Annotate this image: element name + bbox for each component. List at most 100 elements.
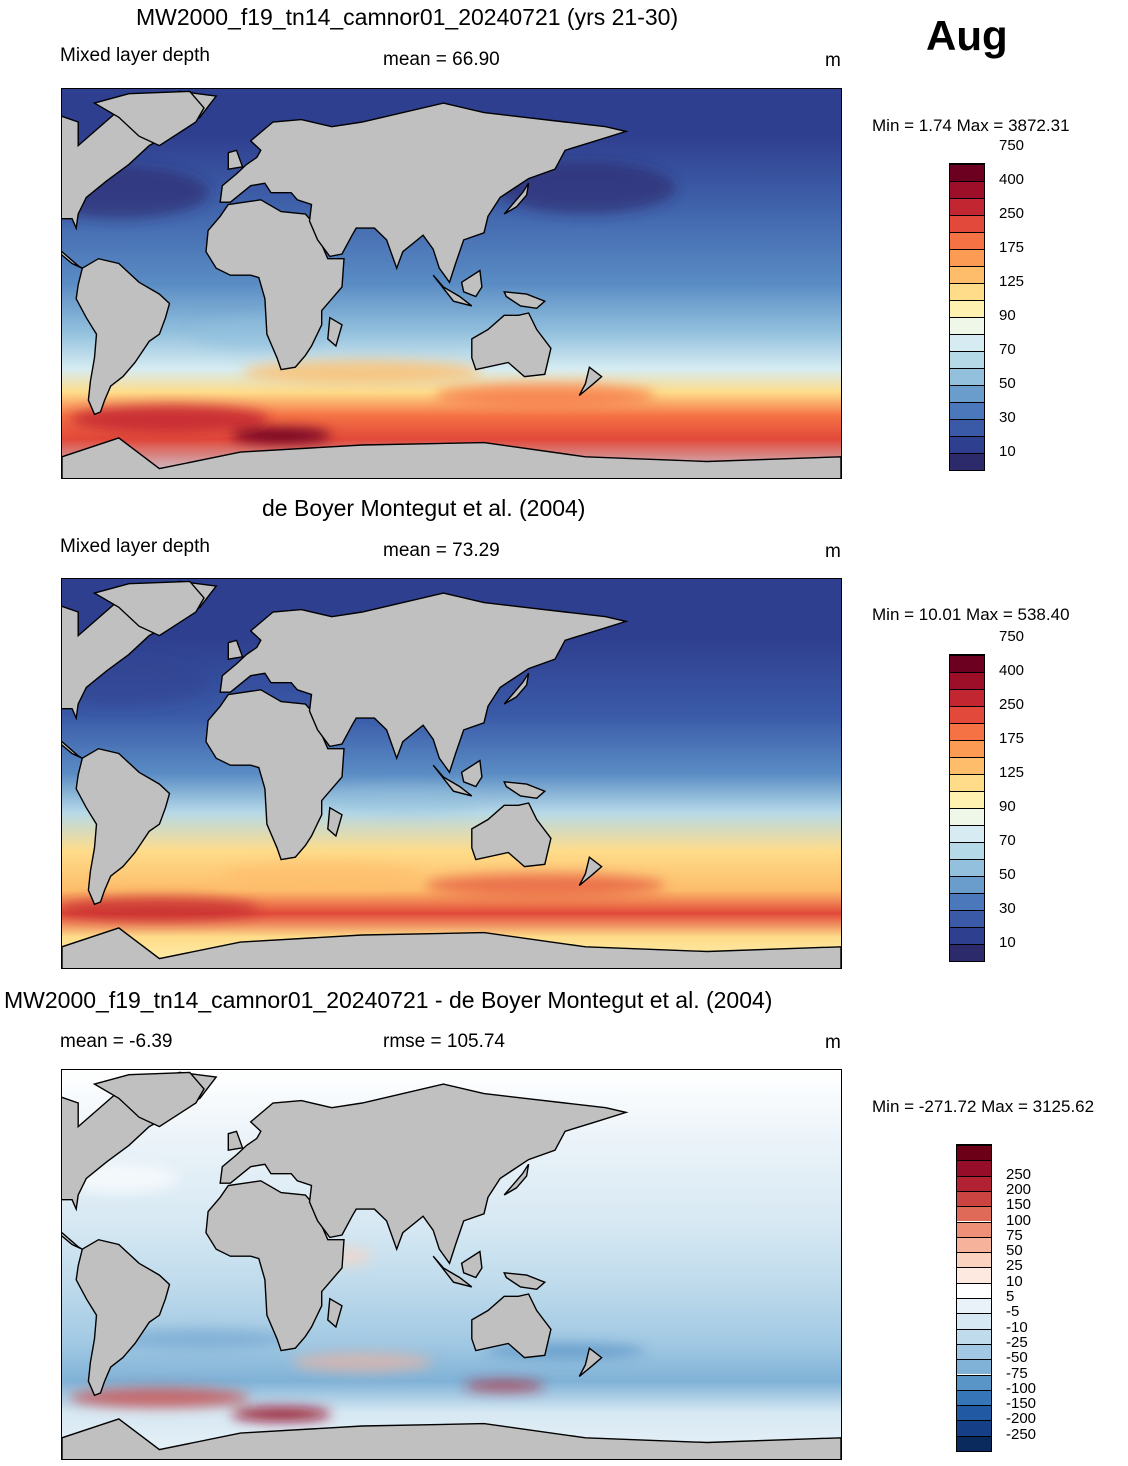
land-mass xyxy=(92,90,205,147)
land-mass xyxy=(578,365,603,397)
colorbar-swatch xyxy=(950,944,984,961)
colorbar-swatch xyxy=(957,1328,991,1344)
land-mass xyxy=(471,1293,552,1359)
colorbar-swatches xyxy=(949,163,985,471)
colorbar-label: -5 xyxy=(1006,1303,1020,1321)
colorbar-swatch xyxy=(950,808,984,825)
land-mass xyxy=(62,90,218,269)
land-mass xyxy=(62,927,841,968)
land-mass xyxy=(219,102,629,284)
colorbar-label: 70 xyxy=(999,341,1016,358)
colorbar-swatch xyxy=(950,317,984,334)
field-anomaly xyxy=(464,1379,545,1392)
panel-1-mean: mean = 66.90 xyxy=(383,49,500,70)
colorbar-swatch xyxy=(957,1374,991,1390)
colorbar-label: -100 xyxy=(1006,1379,1037,1397)
colorbar-label: 90 xyxy=(999,307,1016,324)
land-mass xyxy=(432,764,473,797)
land-mass xyxy=(62,1418,841,1459)
colorbar-swatch xyxy=(957,1267,991,1283)
month-label: Aug xyxy=(926,12,1008,59)
panel-1-minmax: Min = 1.74 Max = 3872.31 xyxy=(872,116,1070,135)
colorbar-swatch xyxy=(950,723,984,740)
colorbar-swatch xyxy=(950,181,984,198)
colorbar-label: 250 xyxy=(999,696,1025,713)
panel-3-rmse: rmse = 105.74 xyxy=(383,1031,505,1052)
colorbar-swatch xyxy=(950,164,984,181)
panel-1-map xyxy=(61,88,842,479)
colorbar-label: 25 xyxy=(1006,1257,1023,1275)
colorbar-label: 750 xyxy=(999,137,1025,154)
colorbar-label: 30 xyxy=(999,900,1016,917)
land-mass xyxy=(503,290,547,310)
colorbar-swatch xyxy=(950,825,984,842)
colorbar-label: 75 xyxy=(1006,1226,1023,1244)
colorbar-swatch xyxy=(950,351,984,368)
colorbar-swatches xyxy=(949,654,985,962)
panel-2-map xyxy=(61,578,842,969)
panel-2-minmax: Min = 10.01 Max = 538.40 xyxy=(872,605,1070,624)
colorbar-swatch xyxy=(950,893,984,910)
land-mass xyxy=(62,580,218,759)
colorbar-swatch xyxy=(957,1236,991,1253)
land-mass xyxy=(327,316,343,348)
panel-3-mean: mean = -6.39 xyxy=(60,1031,173,1052)
colorbar-swatch xyxy=(950,198,984,215)
field-anomaly xyxy=(69,405,270,434)
colorbar-swatch xyxy=(950,419,984,436)
land-mass xyxy=(460,759,483,788)
colorbar-label: 50 xyxy=(999,375,1016,392)
land-mass xyxy=(432,274,473,307)
colorbar-swatch xyxy=(957,1175,991,1191)
colorbar-label: -25 xyxy=(1006,1333,1028,1351)
land-mass xyxy=(227,639,244,661)
colorbar-label: 400 xyxy=(999,171,1025,188)
land-mass xyxy=(460,269,483,298)
land-mass xyxy=(227,149,244,171)
colorbar-label: 250 xyxy=(1006,1165,1032,1183)
land-mass xyxy=(460,1250,483,1279)
colorbar-swatch xyxy=(957,1420,991,1436)
land-mass xyxy=(503,1271,547,1291)
land-mass xyxy=(205,199,345,371)
colorbar-swatch xyxy=(950,249,984,266)
colorbar-label: 50 xyxy=(999,866,1016,883)
colorbar-swatch xyxy=(957,1343,991,1360)
colorbar-swatch xyxy=(957,1282,991,1298)
land-mass xyxy=(327,1297,343,1329)
field-anomaly xyxy=(292,1352,433,1373)
colorbar-label: 10 xyxy=(1006,1272,1023,1290)
colorbar-swatch xyxy=(950,706,984,723)
colorbar-swatch xyxy=(950,774,984,791)
land-mass xyxy=(92,580,205,637)
land-mass xyxy=(327,806,343,838)
land-mass xyxy=(578,855,603,887)
colorbar-label: -250 xyxy=(1006,1425,1037,1443)
field-anomaly xyxy=(62,897,260,922)
colorbar-swatch xyxy=(950,385,984,402)
field-anomaly xyxy=(109,1328,290,1349)
colorbar-label: 10 xyxy=(999,934,1016,951)
panel-1-title: MW2000_f19_tn14_camnor01_20240721 (yrs 2… xyxy=(136,4,679,30)
colorbar-swatch xyxy=(957,1145,991,1161)
colorbar-swatch xyxy=(950,334,984,351)
land-mass xyxy=(62,1071,218,1250)
land-mass xyxy=(92,1071,205,1128)
colorbar-swatch xyxy=(957,1359,991,1375)
land-mass xyxy=(432,1255,473,1288)
land-mass xyxy=(503,1163,530,1196)
colorbar-label: 50 xyxy=(1006,1242,1023,1260)
panel-1-unit: m xyxy=(825,50,841,71)
colorbar-swatch xyxy=(950,283,984,300)
colorbar-swatch xyxy=(950,655,984,672)
colorbar-swatch xyxy=(950,232,984,249)
field-anomaly xyxy=(231,1407,332,1422)
panel-1-colorbar: 10 30 50 70 90 125 175 250 400 750 xyxy=(949,138,1069,471)
colorbar-label: -10 xyxy=(1006,1318,1028,1336)
colorbar-swatch xyxy=(950,791,984,808)
colorbar-label: 400 xyxy=(999,662,1025,679)
colorbar-swatch xyxy=(950,740,984,757)
land-mass xyxy=(578,1346,603,1378)
colorbar-swatch xyxy=(957,1206,991,1222)
colorbar-label: 125 xyxy=(999,764,1025,781)
